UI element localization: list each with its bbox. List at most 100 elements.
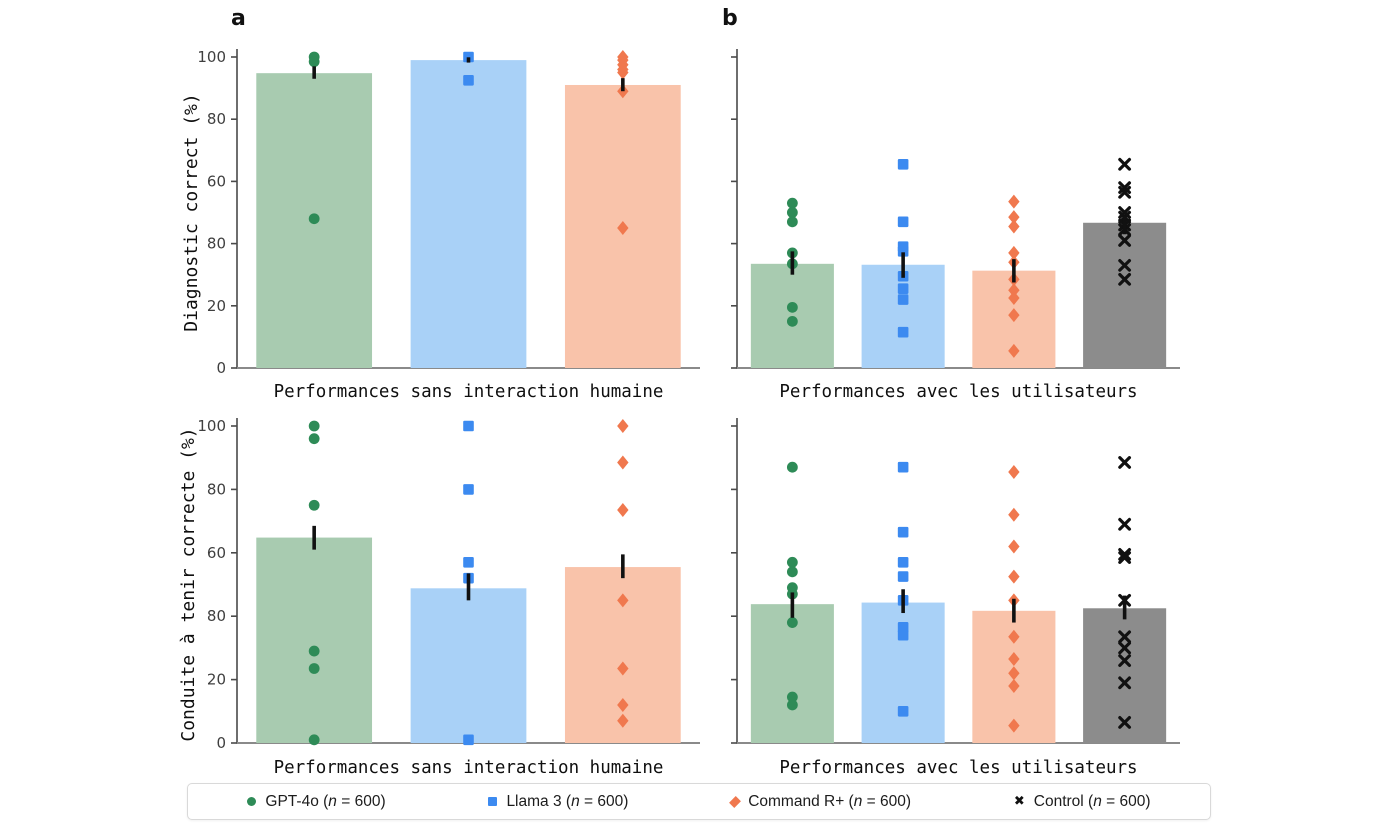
data-point <box>897 629 909 641</box>
data-point <box>1008 678 1020 693</box>
data-point <box>1008 651 1020 666</box>
data-point <box>786 691 798 703</box>
chart-conduite-sans-interaction: 0 20 80 60 80 100 Performances sans interactio… <box>178 417 700 778</box>
data-point <box>897 283 909 294</box>
data-point <box>308 663 320 674</box>
data-point <box>786 216 798 228</box>
y-tick-label: 20 <box>207 297 226 315</box>
panel-label-a: a <box>231 6 246 31</box>
data-point <box>786 461 798 473</box>
data-point <box>463 734 474 746</box>
data-point <box>1008 291 1020 306</box>
y-tick-label: 80 <box>207 480 226 498</box>
legend-label: GPT-4o (n = 600) <box>265 792 386 810</box>
data-point <box>308 420 320 432</box>
x-axis-title: Performances sans interaction humaine <box>274 382 664 402</box>
bar-gpt-4o <box>750 263 834 368</box>
data-point <box>1118 517 1132 531</box>
data-point <box>308 56 320 68</box>
bar-llama-3 <box>410 60 527 369</box>
data-point <box>1118 456 1132 469</box>
y-axis-title: Diagnostic correct (%) <box>181 93 202 331</box>
data-point <box>308 433 320 445</box>
legend-item-llama3: Llama 3 (n = 600) <box>488 793 628 811</box>
legend-label: Llama 3 (n = 600) <box>506 792 629 810</box>
data-point <box>1008 569 1020 584</box>
data-point <box>308 213 320 225</box>
data-point <box>897 216 909 228</box>
chart-diagnostic-avec-utilisateurs: Performances avec les utilisateurs <box>731 49 1180 402</box>
data-point <box>308 734 320 746</box>
data-point <box>897 326 909 338</box>
legend-item-command-r-plus: Command R+ (n = 600) <box>729 793 911 811</box>
y-tick-label: 80 <box>207 110 226 128</box>
data-point <box>463 484 474 495</box>
data-point <box>897 571 909 582</box>
data-point <box>1118 641 1132 655</box>
data-point <box>1008 210 1020 225</box>
data-point <box>1118 654 1132 667</box>
data-point <box>308 499 320 511</box>
data-point <box>897 557 909 568</box>
data-point <box>786 566 798 578</box>
data-point <box>1118 185 1132 199</box>
data-point <box>1008 219 1020 234</box>
bar-llama-3 <box>861 264 945 368</box>
data-point <box>463 75 474 86</box>
data-point <box>786 301 798 313</box>
gpt4o-circle-icon <box>247 797 257 806</box>
bar-gpt-4o <box>256 537 373 743</box>
y-tick-label: 100 <box>197 417 226 435</box>
y-tick-label: 0 <box>216 734 226 752</box>
legend-item-control: ✖ Control (n = 600) <box>1014 793 1151 811</box>
data-point <box>1118 272 1132 286</box>
data-point <box>1008 539 1020 554</box>
data-point <box>897 706 909 717</box>
data-point <box>897 461 909 473</box>
data-point <box>1008 194 1020 209</box>
data-point <box>463 420 474 432</box>
data-point <box>897 526 909 538</box>
data-point <box>897 294 909 305</box>
data-point <box>1008 666 1020 681</box>
data-point <box>1118 258 1132 272</box>
data-point <box>786 207 798 218</box>
y-tick-label: 20 <box>207 671 226 689</box>
data-point <box>1118 676 1132 690</box>
data-point <box>786 197 798 209</box>
panel-label-b: b <box>722 6 738 31</box>
bar-control <box>1083 222 1167 368</box>
data-point <box>1118 551 1132 564</box>
data-point <box>786 315 798 327</box>
bar-llama-3 <box>410 588 527 743</box>
x-axis-title: Performances avec les utilisateurs <box>779 758 1137 778</box>
data-point <box>1118 630 1132 644</box>
data-point <box>463 51 474 63</box>
data-point <box>1118 715 1132 729</box>
data-point <box>617 697 629 712</box>
data-point <box>617 503 629 518</box>
data-point <box>786 556 798 568</box>
data-point <box>1008 283 1020 298</box>
y-tick-label: 100 <box>197 48 226 66</box>
legend-item-gpt4o: GPT-4o (n = 600) <box>247 792 386 811</box>
data-point <box>1008 464 1020 479</box>
y-tick-label: 80 <box>207 607 226 625</box>
x-axis-title: Performances avec les utilisateurs <box>779 382 1137 402</box>
data-point <box>1008 629 1020 644</box>
data-point <box>1008 245 1020 260</box>
data-point <box>463 557 474 568</box>
command-r-diamond-icon <box>729 795 742 808</box>
llama3-square-icon <box>488 797 498 806</box>
data-point <box>1118 234 1132 247</box>
data-point <box>1008 507 1020 522</box>
data-point <box>617 455 629 470</box>
legend: GPT-4o (n = 600) Llama 3 (n = 600) Comma… <box>187 783 1211 820</box>
data-point <box>308 645 320 657</box>
data-point <box>897 246 909 257</box>
data-point <box>1008 718 1020 733</box>
data-point <box>897 158 909 170</box>
y-tick-label: 0 <box>216 359 226 377</box>
legend-label: Control (n = 600) <box>1033 792 1151 810</box>
